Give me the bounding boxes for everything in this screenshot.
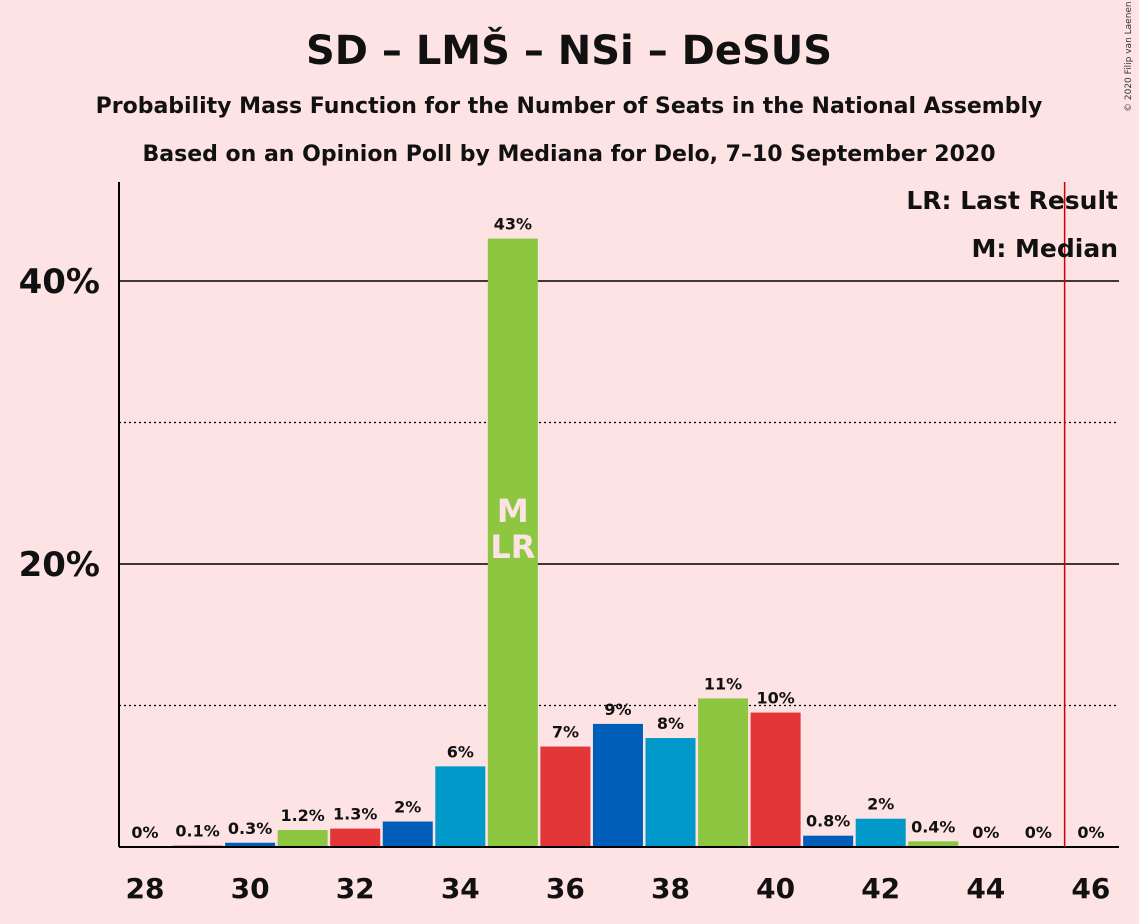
data-label: 0% (1077, 823, 1104, 842)
bar (330, 828, 381, 847)
x-tick-label: 30 (231, 872, 270, 905)
data-label: 11% (704, 674, 742, 693)
data-label: 0.3% (228, 819, 272, 838)
data-label: 0.4% (911, 817, 955, 836)
bar (382, 821, 433, 847)
gridlines (119, 280, 1119, 707)
legend: LR: Last Result M: Median (906, 186, 1118, 263)
legend-last-result: LR: Last Result (906, 186, 1118, 215)
x-tick-label: 28 (126, 872, 165, 905)
axes: 20% 40% 28 30 32 34 36 38 40 42 44 46 (19, 182, 1119, 905)
x-tick-label: 38 (651, 872, 690, 905)
data-label: 0.8% (806, 812, 850, 831)
bar (435, 766, 486, 847)
x-tick-label: 34 (441, 872, 480, 905)
bar (277, 830, 328, 847)
bar (803, 835, 854, 847)
bar (698, 698, 749, 847)
x-tick-label: 42 (861, 872, 900, 905)
data-label: 2% (394, 798, 421, 817)
data-label: 1.3% (333, 805, 377, 824)
data-label: 8% (657, 714, 684, 733)
bars: 0% 0.1% 0.3% 1.2% 1.3% 2% 6% 43% MLR 7% 9% 8% 11% 10%… (131, 215, 1104, 847)
x-tick-label: 36 (546, 872, 585, 905)
bar (855, 818, 906, 847)
data-label: 0.1% (175, 822, 219, 841)
y-tick-label: 40% (19, 262, 100, 302)
bar (540, 746, 591, 847)
data-label: 0% (1025, 823, 1052, 842)
bar (908, 841, 959, 847)
legend-median: M: Median (971, 234, 1118, 263)
y-tick-label: 20% (19, 545, 100, 585)
data-label: 9% (604, 700, 631, 719)
last-result-marker: LR (490, 528, 535, 566)
bar (487, 238, 538, 847)
data-label: 0% (972, 823, 999, 842)
median-marker: M (497, 492, 529, 530)
chart-subtitle-poll: Based on an Opinion Poll by Mediana for … (142, 142, 995, 167)
copyright-credit: © 2020 Filip van Laenen (1124, 1, 1134, 112)
data-label: 0% (131, 823, 158, 842)
chart-title: SD – LMŠ – NSi – DeSUS (306, 26, 832, 74)
data-label: 2% (867, 795, 894, 814)
data-label: 6% (447, 742, 474, 761)
data-label: 7% (552, 723, 579, 742)
x-tick-label: 32 (336, 872, 375, 905)
chart-subtitle: Probability Mass Function for the Number… (96, 94, 1043, 119)
x-tick-label: 44 (966, 872, 1005, 905)
bar (592, 723, 643, 847)
bar (225, 842, 276, 847)
data-label: 10% (756, 689, 794, 708)
bar (645, 738, 696, 847)
data-label: 1.2% (280, 806, 324, 825)
x-tick-label: 46 (1071, 872, 1110, 905)
data-label: 43% (494, 215, 532, 234)
bar (750, 712, 801, 847)
x-tick-label: 40 (756, 872, 795, 905)
